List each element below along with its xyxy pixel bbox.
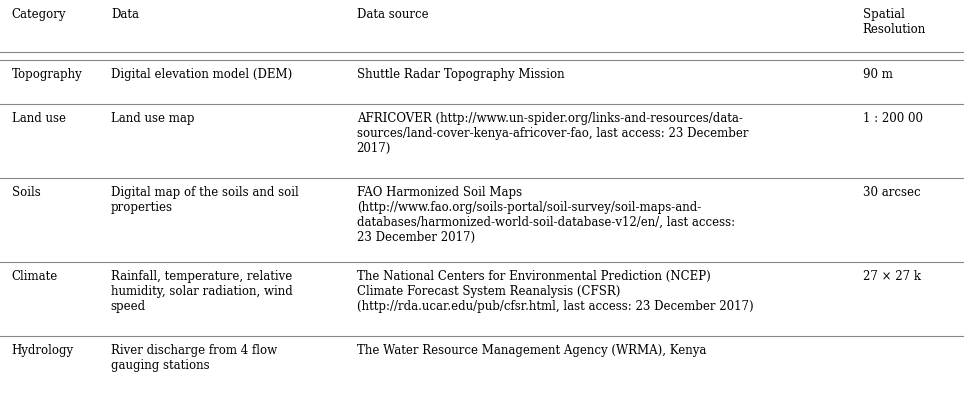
Text: 30 arcsec: 30 arcsec [863, 186, 921, 199]
Text: Shuttle Radar Topography Mission: Shuttle Radar Topography Mission [357, 68, 564, 81]
Text: The Water Resource Management Agency (WRMA), Kenya: The Water Resource Management Agency (WR… [357, 344, 706, 357]
Text: The National Centers for Environmental Prediction (NCEP)
Climate Forecast System: The National Centers for Environmental P… [357, 270, 753, 313]
Text: Land use map: Land use map [111, 112, 195, 125]
Text: 27 × 27 k: 27 × 27 k [863, 270, 921, 283]
Text: Data: Data [111, 8, 139, 21]
Text: Data source: Data source [357, 8, 428, 21]
Text: Land use: Land use [12, 112, 66, 125]
Text: Digital map of the soils and soil
properties: Digital map of the soils and soil proper… [111, 186, 299, 214]
Text: Rainfall, temperature, relative
humidity, solar radiation, wind
speed: Rainfall, temperature, relative humidity… [111, 270, 293, 313]
Text: Climate: Climate [12, 270, 58, 283]
Text: Category: Category [12, 8, 67, 21]
Text: Digital elevation model (DEM): Digital elevation model (DEM) [111, 68, 292, 81]
Text: Topography: Topography [12, 68, 82, 81]
Text: River discharge from 4 flow
gauging stations: River discharge from 4 flow gauging stat… [111, 344, 277, 372]
Text: Hydrology: Hydrology [12, 344, 73, 357]
Text: 90 m: 90 m [863, 68, 893, 81]
Text: Spatial
Resolution: Spatial Resolution [863, 8, 926, 36]
Text: FAO Harmonized Soil Maps
(http://www.fao.org/soils-portal/soil-survey/soil-maps-: FAO Harmonized Soil Maps (http://www.fao… [357, 186, 735, 244]
Text: AFRICOVER (http://www.un-spider.org/links-and-resources/data-
sources/land-cover: AFRICOVER (http://www.un-spider.org/link… [357, 112, 748, 155]
Text: Soils: Soils [12, 186, 40, 199]
Text: 1 : 200 00: 1 : 200 00 [863, 112, 923, 125]
